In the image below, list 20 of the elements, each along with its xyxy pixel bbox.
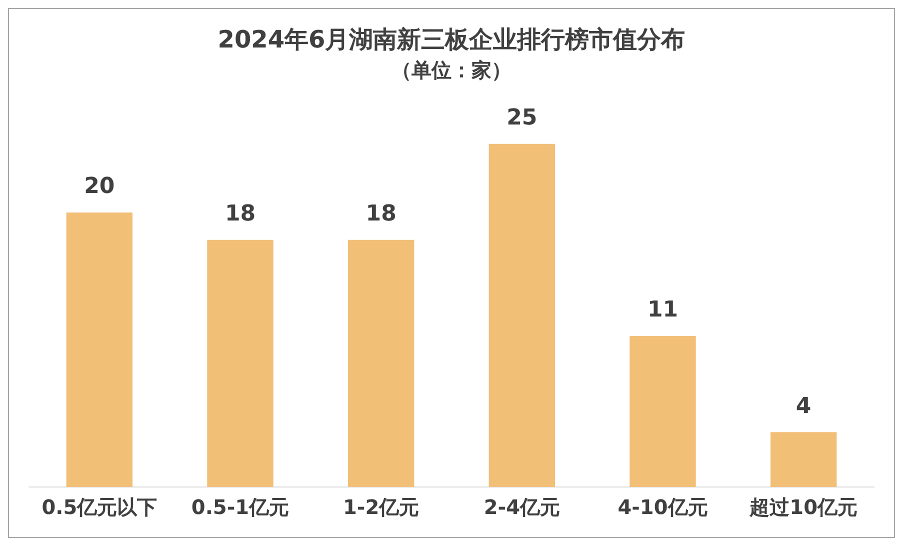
x-tick-label: 2-4亿元 [484,495,560,520]
bar [66,212,133,487]
x-tick-label: 超过10亿元 [748,495,858,520]
data-label: 18 [366,202,396,227]
bar [348,240,414,487]
chart-subtitle: （单位：家） [392,58,512,82]
bar [207,240,274,487]
data-label: 4 [796,394,812,419]
x-tick-label: 1-2亿元 [343,495,420,520]
data-label: 20 [84,174,115,200]
x-tick-label: 0.5-1亿元 [191,495,290,520]
bar [488,144,556,487]
bar [630,336,696,487]
chart-title: 2024年6月湖南新三板企业排行榜市值分布 [218,26,686,54]
x-tick-label: 4-10亿元 [618,495,708,520]
data-label: 25 [506,106,538,131]
data-label: 18 [224,202,256,227]
data-label: 11 [647,298,678,323]
x-tick-label: 0.5亿元以下 [42,495,158,520]
bar [770,432,837,487]
